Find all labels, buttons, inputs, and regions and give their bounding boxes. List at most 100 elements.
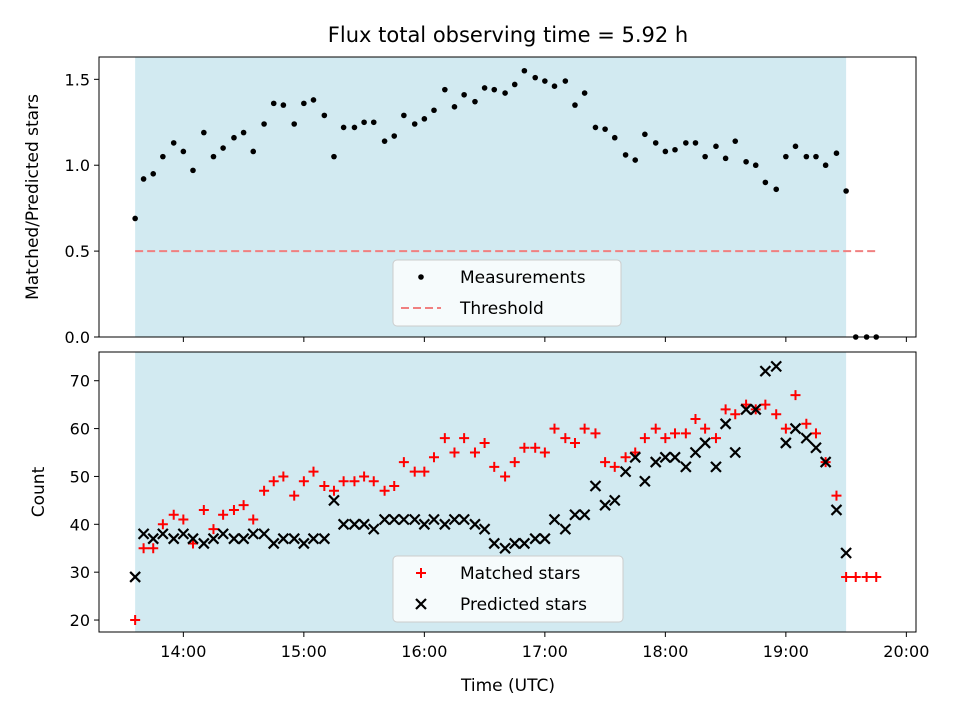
predicted-star-point [198,537,210,550]
matched-star-point [489,461,500,472]
x-tick-label: 20:00 [883,642,929,661]
predicted-star-point [689,446,702,459]
matched-star-point [157,519,168,530]
matched-star-point [690,414,701,425]
matched-star-point [328,485,339,496]
matched-star-point [780,423,791,434]
y-tick-label: 0.0 [65,328,90,347]
matched-star-point [368,476,379,487]
y-tick-label: 30 [70,563,90,582]
matched-star-point [130,615,141,626]
predicted-star-point [830,504,843,516]
predicted-star-point [439,518,451,531]
measurement-point [822,162,829,169]
predicted-star-point [147,532,160,545]
matched-star-point [379,485,390,496]
predicted-star-point [177,528,190,540]
predicted-star-point [129,571,141,583]
matched-star-point [710,433,721,444]
predicted-star-point [237,532,250,545]
measurement-point [792,143,799,150]
measurement-point [180,148,187,155]
matched-star-point [861,571,872,582]
matched-star-point [398,457,409,468]
predicted-star-point [258,528,270,540]
measurement-point [421,116,428,122]
predicted-star-point [800,432,813,444]
predicted-star-point [629,451,642,464]
predicted-star-point [759,365,772,377]
predicted-star-point [428,513,440,526]
predicted-star-point [770,360,782,373]
y-tick-label: 50 [70,467,90,486]
matched-star-point [298,476,309,487]
matched-star-point [579,423,590,434]
measurement-point [391,133,398,139]
matched-star-point [359,471,370,482]
matched-star-point [389,481,400,492]
matched-star-point [168,509,179,520]
matched-star-point [569,437,580,448]
predicted-star-point [508,537,521,550]
predicted-star-point [729,446,742,459]
measurement-point [833,150,840,156]
legend-box [392,259,622,327]
y-axis-label-ratio: Matched/Predicted stars [23,94,43,300]
legend-marker-predicted [415,598,427,610]
predicted-star-point [488,537,501,550]
measurement-point [411,121,418,127]
matched-star-point [259,485,270,496]
predicted-star-point [749,403,762,416]
predicted-star-point [840,547,852,559]
measurement-point [310,97,317,103]
matched-star-point [469,447,480,458]
measurement-point [331,153,337,160]
matched-star-point [319,481,330,492]
matched-star-point [720,404,731,415]
matched-star-point [428,452,439,463]
measurement-point [401,112,407,119]
matched-star-point [419,466,430,477]
measurement-point [511,81,518,88]
measurement-point [431,107,437,114]
predicted-star-point [328,494,340,507]
measurement-point [361,119,367,126]
predicted-star-point [228,532,240,545]
predicted-star-point [458,513,470,526]
matched-star-point [639,433,650,444]
measurement-point [632,157,639,163]
measurement-point [481,85,488,91]
matched-star-point [801,418,812,429]
matched-star-point [790,390,801,401]
predicted-star-point [539,532,551,545]
predicted-star-point [518,537,531,550]
measurement-point [280,102,287,108]
measurement-point [250,148,257,155]
measurement-point [622,152,629,158]
matched-star-point [841,571,852,582]
y-tick-label: 60 [70,420,90,439]
matched-star-point [449,447,460,458]
count-panel: 20 30 40 50 60 70 14:00 15:00 16:00 17:00 18:00 19:… [70,351,929,661]
measurement-point [220,145,226,151]
matched-star-point [509,457,520,468]
measurement-point [321,112,328,119]
legend-label: Threshold [459,299,544,319]
measurement-point [783,153,789,160]
matched-star-point [771,409,782,420]
matched-star-point [650,423,661,434]
measurement-point [572,102,578,108]
measurement-point [602,126,608,132]
measurement-point [702,153,708,160]
measurement-point [231,134,237,141]
axes-frame [98,56,917,338]
matched-star-point [289,490,300,501]
predicted-star-point [267,537,280,550]
matched-star-point [338,476,349,487]
predicted-star-point [559,523,572,535]
predicted-star-point [187,532,199,545]
predicted-star-point [649,456,662,468]
predicted-star-point [699,437,711,449]
predicted-star-point [298,537,310,550]
